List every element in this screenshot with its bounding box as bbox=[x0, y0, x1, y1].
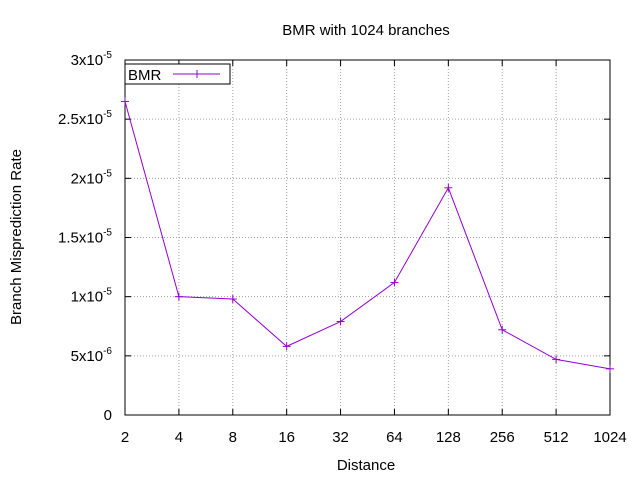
legend-marker bbox=[193, 70, 201, 78]
y-axis-label: Branch Misprediction Rate bbox=[8, 149, 25, 325]
y-tick-label: 3x10-5 bbox=[71, 50, 113, 69]
data-point bbox=[282, 342, 291, 351]
x-tick-label: 32 bbox=[332, 429, 349, 446]
x-tick-label: 8 bbox=[229, 429, 237, 446]
data-point bbox=[444, 183, 453, 192]
x-axis-ticks: 2 4 8 16 32 64 128 256 512 1024 bbox=[121, 60, 627, 446]
legend-label: BMR bbox=[128, 67, 162, 84]
chart-title: BMR with 1024 branches bbox=[282, 22, 450, 39]
y-tick-label: 0 bbox=[104, 407, 112, 424]
series-line bbox=[124, 101, 611, 370]
x-axis-label: Distance bbox=[337, 457, 395, 474]
legend: BMR bbox=[124, 63, 231, 85]
y-tick-label: 2.5x10-5 bbox=[58, 109, 112, 128]
y-tick-label: 1x10-5 bbox=[71, 287, 113, 306]
x-tick-label: 128 bbox=[436, 429, 461, 446]
data-point bbox=[174, 292, 183, 301]
data-point bbox=[498, 325, 507, 334]
data-point bbox=[552, 355, 561, 364]
data-point bbox=[121, 97, 129, 106]
y-tick-label: 5x10-6 bbox=[71, 346, 113, 365]
x-tick-label: 256 bbox=[490, 429, 515, 446]
y-tick-label: 1.5x10-5 bbox=[58, 228, 112, 247]
y-axis-ticks: 0 5x10-6 1x10-5 1.5x10-5 2x10-5 2.5x10-5 3x10-… bbox=[58, 50, 610, 424]
x-tick-label: 4 bbox=[175, 429, 183, 446]
data-point bbox=[228, 295, 237, 304]
x-tick-label: 512 bbox=[544, 429, 569, 446]
data-point bbox=[336, 317, 345, 326]
data-point bbox=[606, 364, 614, 373]
x-tick-label: 64 bbox=[386, 429, 403, 446]
y-tick-label: 2x10-5 bbox=[71, 168, 113, 187]
data-point bbox=[390, 278, 399, 287]
series-layer bbox=[121, 97, 614, 373]
x-tick-label: 1024 bbox=[593, 429, 626, 446]
grid bbox=[125, 60, 610, 415]
x-tick-label: 2 bbox=[121, 429, 129, 446]
x-tick-label: 16 bbox=[278, 429, 295, 446]
